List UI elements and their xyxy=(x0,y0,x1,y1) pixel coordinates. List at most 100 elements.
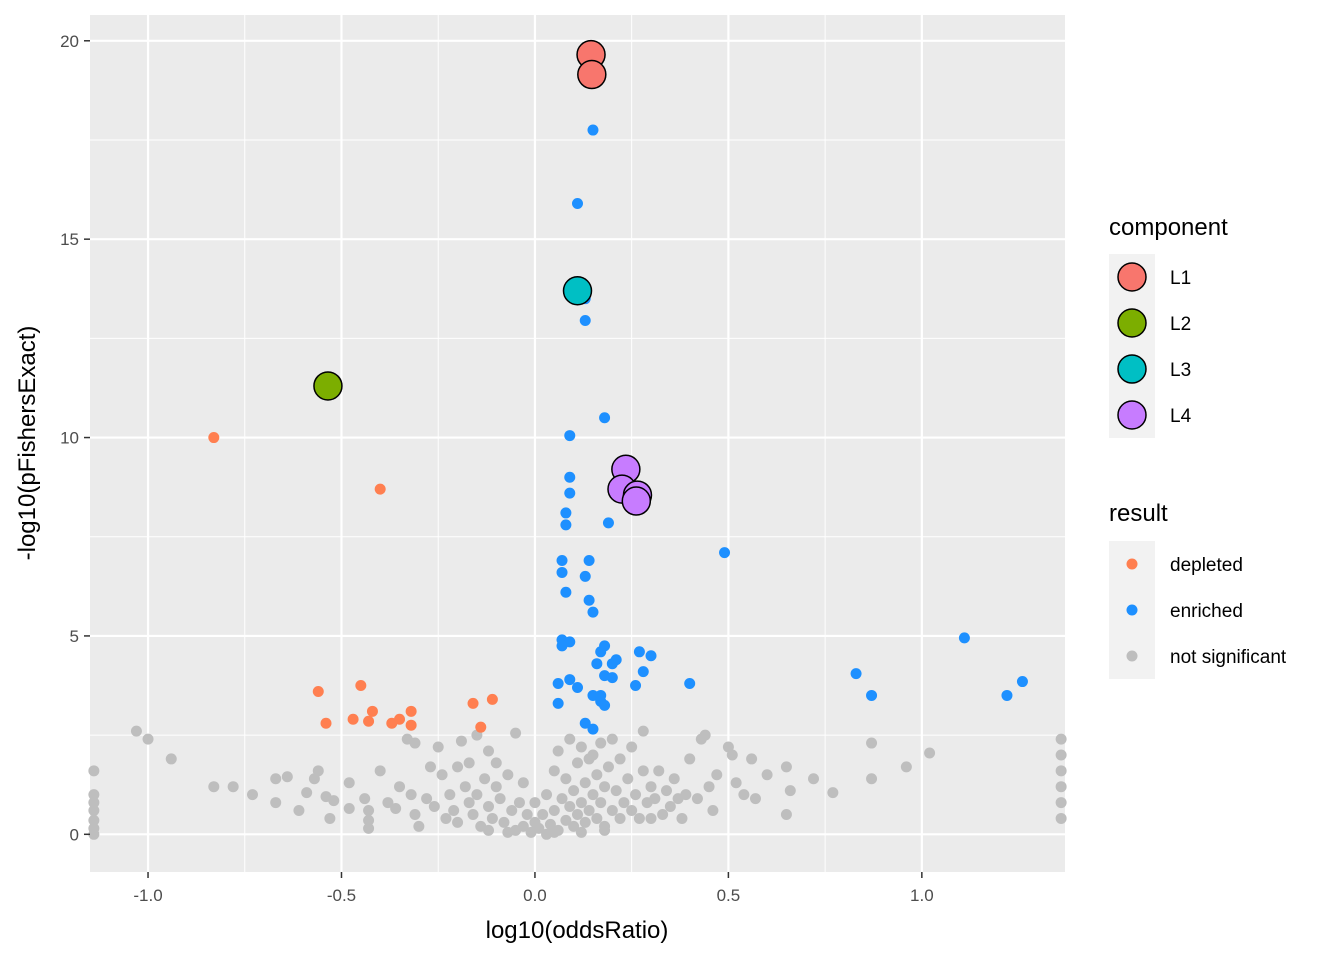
point-depleted xyxy=(320,717,332,729)
point-component-l3 xyxy=(562,275,593,306)
point-not-significant xyxy=(494,793,506,805)
point-depleted xyxy=(347,713,359,725)
point-not-significant xyxy=(560,814,572,826)
point-enriched xyxy=(583,555,595,567)
point-not-significant xyxy=(626,741,638,753)
point-enriched xyxy=(958,632,970,644)
point-not-significant xyxy=(1055,812,1067,824)
y-tick-label: 15 xyxy=(60,230,79,249)
point-not-significant xyxy=(866,773,878,785)
point-not-significant xyxy=(595,797,607,809)
point-not-significant xyxy=(746,753,758,765)
legend-label-l4: L4 xyxy=(1170,406,1192,427)
point-not-significant xyxy=(1055,749,1067,761)
point-not-significant xyxy=(506,805,518,817)
point-not-significant xyxy=(1055,781,1067,793)
point-not-significant xyxy=(88,814,100,826)
point-not-significant xyxy=(363,805,375,817)
y-axis-title: -log10(pFishersExact) xyxy=(14,326,41,561)
point-not-significant xyxy=(471,789,483,801)
point-not-significant xyxy=(649,793,661,805)
point-not-significant xyxy=(568,820,580,832)
point-not-significant xyxy=(637,725,649,737)
point-not-significant xyxy=(394,781,406,793)
point-not-significant xyxy=(281,771,293,783)
point-enriched xyxy=(564,674,576,686)
point-depleted xyxy=(475,721,487,733)
point-depleted xyxy=(405,719,417,731)
point-not-significant xyxy=(428,801,440,813)
point-not-significant xyxy=(444,789,456,801)
legend-key-l1 xyxy=(1117,262,1147,292)
point-not-significant xyxy=(390,803,402,815)
point-not-significant xyxy=(633,812,645,824)
point-enriched xyxy=(556,566,568,578)
x-tick-label: 1.0 xyxy=(910,886,934,905)
point-enriched xyxy=(556,640,568,652)
point-not-significant xyxy=(363,814,375,826)
point-not-significant xyxy=(88,828,100,840)
legend-key-depleted xyxy=(1126,558,1138,570)
point-not-significant xyxy=(455,735,467,747)
legend-title-result: result xyxy=(1109,500,1168,527)
point-not-significant xyxy=(599,824,611,836)
point-enriched xyxy=(630,680,642,692)
point-not-significant xyxy=(1055,765,1067,777)
point-not-significant xyxy=(424,761,436,773)
point-not-significant xyxy=(483,745,495,757)
point-not-significant xyxy=(208,781,220,793)
point-enriched xyxy=(866,689,878,701)
point-enriched xyxy=(1001,689,1013,701)
point-not-significant xyxy=(548,805,560,817)
point-not-significant xyxy=(827,787,839,799)
point-enriched xyxy=(602,517,614,529)
point-not-significant xyxy=(88,805,100,817)
point-not-significant xyxy=(575,826,587,838)
point-not-significant xyxy=(463,757,475,769)
point-not-significant xyxy=(606,733,618,745)
point-not-significant xyxy=(614,812,626,824)
point-not-significant xyxy=(293,805,305,817)
point-depleted xyxy=(366,705,378,717)
point-not-significant xyxy=(924,747,936,759)
point-not-significant xyxy=(780,761,792,773)
point-not-significant xyxy=(749,793,761,805)
legend-label-enriched: enriched xyxy=(1170,601,1243,622)
highlight-points xyxy=(313,39,653,516)
point-not-significant xyxy=(575,741,587,753)
point-not-significant xyxy=(270,797,282,809)
point-not-significant xyxy=(165,753,177,765)
point-not-significant xyxy=(622,773,634,785)
point-not-significant xyxy=(405,789,417,801)
point-not-significant xyxy=(459,781,471,793)
legend-label-l1: L1 xyxy=(1170,268,1191,289)
x-tick-label: 0.0 xyxy=(523,886,547,905)
point-not-significant xyxy=(707,805,719,817)
point-enriched xyxy=(556,555,568,567)
legend-key-not-significant xyxy=(1126,650,1138,662)
point-not-significant xyxy=(808,773,820,785)
point-not-significant xyxy=(227,781,239,793)
point-not-significant xyxy=(382,797,394,809)
y-tick-label: 10 xyxy=(60,429,79,448)
point-not-significant xyxy=(432,741,444,753)
point-not-significant xyxy=(660,785,672,797)
point-not-significant xyxy=(452,761,464,773)
point-not-significant xyxy=(517,820,529,832)
point-not-significant xyxy=(409,737,421,749)
point-enriched xyxy=(591,658,603,670)
point-depleted xyxy=(208,432,220,444)
point-not-significant xyxy=(343,777,355,789)
point-not-significant xyxy=(653,765,665,777)
point-not-significant xyxy=(363,822,375,834)
legend-label-not-significant: not significant xyxy=(1170,647,1287,668)
point-enriched xyxy=(599,412,611,424)
point-not-significant xyxy=(502,769,514,781)
y-tick-label: 0 xyxy=(70,825,79,844)
point-not-significant xyxy=(359,793,371,805)
point-not-significant xyxy=(130,725,142,737)
point-enriched xyxy=(587,124,599,136)
point-depleted xyxy=(394,713,406,725)
point-not-significant xyxy=(780,808,792,820)
point-not-significant xyxy=(645,781,657,793)
